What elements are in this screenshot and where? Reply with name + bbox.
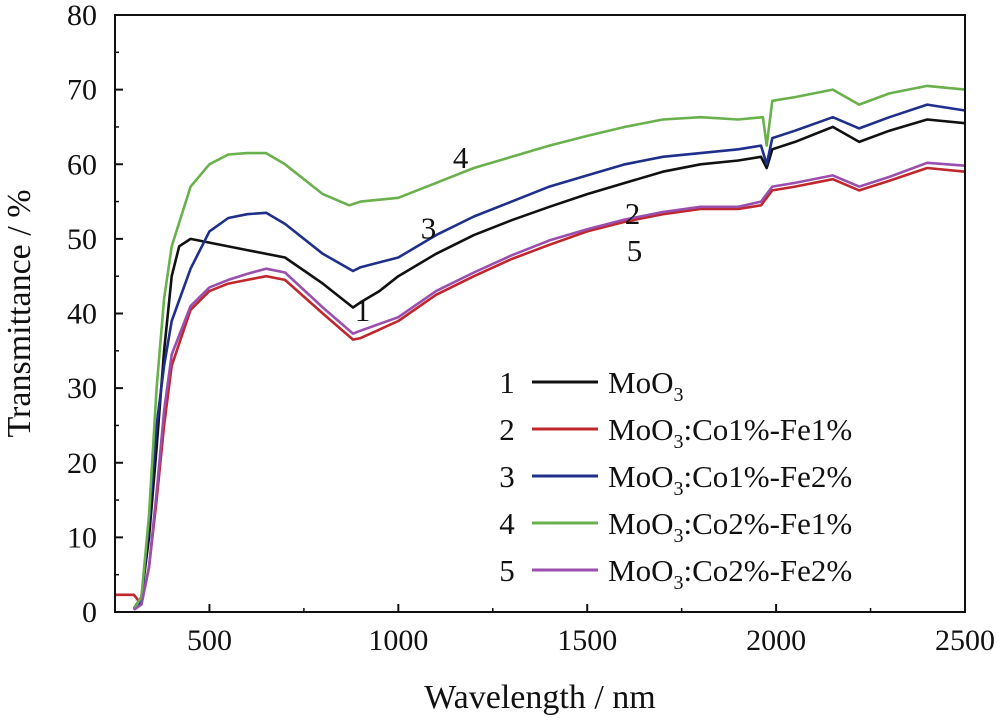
legend-label: MoO3:Co2%-Fe2% xyxy=(608,553,852,594)
legend-label-subscript: 3 xyxy=(673,384,683,406)
y-tick-label: 20 xyxy=(67,447,97,480)
legend-label: MoO3:Co1%-Fe2% xyxy=(608,459,852,500)
legend-number: 5 xyxy=(499,553,515,588)
x-tick-label: 1000 xyxy=(368,624,428,657)
legend-number: 4 xyxy=(499,506,515,541)
y-tick-label: 30 xyxy=(67,372,97,405)
y-tick-label: 60 xyxy=(67,148,97,181)
y-tick-label: 0 xyxy=(82,596,97,629)
legend-label-subscript: 3 xyxy=(673,525,683,547)
y-tick-label: 10 xyxy=(67,521,97,554)
legend-number: 1 xyxy=(499,365,515,400)
curve-label-4: 4 xyxy=(453,140,469,175)
y-tick-label: 40 xyxy=(67,298,97,331)
y-axis-title: Transmittance / % xyxy=(1,189,38,437)
legend-label-base: MoO xyxy=(608,553,673,588)
y-tick-label: 50 xyxy=(67,223,97,256)
x-tick-label: 1500 xyxy=(557,624,617,657)
legend-label-suffix: :Co2%-Fe2% xyxy=(683,553,852,588)
legend-label: MoO3:Co1%-Fe1% xyxy=(608,412,852,453)
legend-label-suffix: :Co1%-Fe2% xyxy=(683,459,852,494)
x-axis-ticks: 500 1000 1500 2000 2500 xyxy=(187,604,995,657)
curve-label-3: 3 xyxy=(421,211,437,246)
legend-label: MoO3:Co2%-Fe1% xyxy=(608,506,852,547)
series-line-5 xyxy=(133,161,966,611)
x-tick-label: 2000 xyxy=(746,624,806,657)
y-tick-label: 80 xyxy=(67,0,97,32)
series-line-4 xyxy=(132,84,966,610)
y-axis-ticks: 0 10 20 30 40 50 60 70 80 xyxy=(67,0,123,629)
legend-label-base: MoO xyxy=(608,459,673,494)
curve-label-1: 1 xyxy=(355,293,371,328)
legend-label-base: MoO xyxy=(608,412,673,447)
x-tick-label: 2500 xyxy=(935,624,995,657)
legend-label-base: MoO xyxy=(608,365,673,400)
legend-number: 3 xyxy=(499,459,515,494)
series-line-3 xyxy=(132,103,966,611)
series-line-2 xyxy=(115,166,966,606)
legend-label-subscript: 3 xyxy=(673,478,683,500)
legend-label-suffix: :Co1%-Fe1% xyxy=(683,412,852,447)
x-tick-label: 500 xyxy=(187,624,232,657)
plot-curves xyxy=(115,84,966,611)
legend-label-subscript: 3 xyxy=(673,431,683,453)
x-axis-title: Wavelength / nm xyxy=(424,679,655,716)
curve-labels: 1 2 3 4 5 xyxy=(355,140,643,328)
legend-label-suffix: :Co2%-Fe1% xyxy=(683,506,852,541)
y-tick-label: 70 xyxy=(67,74,97,107)
series-line-1 xyxy=(132,118,966,610)
curve-label-2: 2 xyxy=(625,196,641,231)
legend-label-subscript: 3 xyxy=(673,572,683,594)
curve-label-5: 5 xyxy=(627,233,643,268)
legend-label-base: MoO xyxy=(608,506,673,541)
legend-number: 2 xyxy=(499,412,515,447)
legend-label: MoO3 xyxy=(608,365,683,406)
